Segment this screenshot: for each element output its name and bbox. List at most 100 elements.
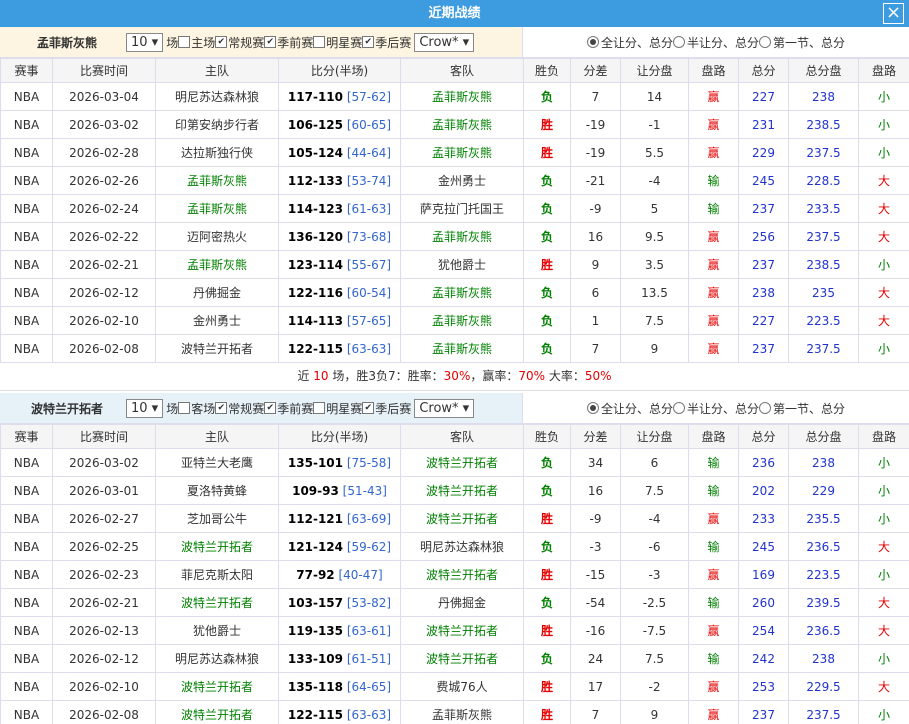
total: 231 <box>738 110 789 139</box>
count-select[interactable]: 10 ▾ <box>126 398 164 418</box>
column-header: 比分(半场) <box>278 424 401 449</box>
filter-checkbox[interactable]: ✔ 季后赛 <box>362 400 411 417</box>
home-team: 明尼苏达森林狼 <box>155 644 279 673</box>
handicap: -3 <box>620 560 689 589</box>
checkbox[interactable]: ✔ <box>362 402 375 414</box>
league: NBA <box>0 82 53 111</box>
half-score: [60-65] <box>346 117 392 132</box>
handicap-result: 赢 <box>688 700 739 724</box>
radio-label: 半让分、总分 <box>686 35 759 50</box>
checkbox[interactable]: ✔ <box>264 36 277 48</box>
checkbox[interactable]: ✔ <box>215 402 228 414</box>
filter-checkbox[interactable]: ✔ 常规赛 <box>215 400 264 417</box>
checkbox-label: 季前赛 <box>277 35 314 50</box>
filter-checkbox[interactable]: 主场 <box>178 34 215 51</box>
radio[interactable] <box>759 402 771 414</box>
away-team: 丹佛掘金 <box>400 588 524 617</box>
score-cell: 114-113 [57-65] <box>278 306 401 335</box>
score: 112-121 <box>287 511 343 526</box>
radio-option[interactable]: 第一节、总分 <box>759 34 845 51</box>
book-select[interactable]: Crow* ▾ <box>414 32 475 52</box>
home-team: 金州勇士 <box>155 306 279 335</box>
handicap-result: 赢 <box>688 306 739 335</box>
handicap-result: 输 <box>688 588 739 617</box>
handicap: -4 <box>620 504 689 533</box>
filter-bar: 波特兰开拓者 10 ▾ 场客场 ✔ 常规赛 ✔ 季前赛 明星赛 ✔ 季后赛 Crow* ▾ 全让分、总… <box>0 393 909 424</box>
filter-checkbox[interactable]: ✔ 季后赛 <box>362 34 411 51</box>
half-score: [61-63] <box>346 201 392 216</box>
radio[interactable] <box>672 36 685 48</box>
count-select[interactable]: 10 ▾ <box>126 32 164 52</box>
checkbox[interactable]: ✔ <box>215 36 228 48</box>
home-team: 波特兰开拓者 <box>155 700 279 724</box>
point-diff: -19 <box>570 110 621 139</box>
home-team: 波特兰开拓者 <box>155 672 279 701</box>
over-under: 大 <box>858 616 909 645</box>
over-under: 小 <box>858 476 909 505</box>
summary-part: 30% <box>443 369 471 383</box>
home-team: 孟菲斯灰熊 <box>155 166 279 195</box>
result: 负 <box>523 334 571 363</box>
radio[interactable] <box>759 36 771 48</box>
home-team: 犹他爵士 <box>155 616 279 645</box>
radio[interactable] <box>586 402 599 414</box>
total-line: 239.5 <box>788 588 859 617</box>
handicap-result: 赢 <box>688 504 739 533</box>
result: 胜 <box>523 110 571 139</box>
filter-checkbox[interactable]: 明星赛 <box>313 400 362 417</box>
count-value: 10 <box>131 400 148 416</box>
checkbox[interactable] <box>178 36 191 48</box>
checkbox[interactable] <box>313 36 326 48</box>
radio-label: 全让分、总分 <box>600 35 673 50</box>
filter-checkbox[interactable]: ✔ 季前赛 <box>264 400 313 417</box>
point-diff: -9 <box>570 194 621 223</box>
handicap: 5 <box>620 194 689 223</box>
checkbox[interactable] <box>313 402 326 414</box>
radio[interactable] <box>672 402 685 414</box>
handicap: 7.5 <box>620 476 689 505</box>
radio-option[interactable]: 全让分、总分 <box>586 400 673 417</box>
count-unit: 场 <box>166 35 179 50</box>
column-header: 客队 <box>400 58 524 83</box>
radio-option[interactable]: 全让分、总分 <box>586 34 673 51</box>
away-team: 金州勇士 <box>400 166 524 195</box>
checkbox[interactable]: ✔ <box>264 402 277 414</box>
date: 2026-02-13 <box>52 616 156 645</box>
radio-option[interactable]: 半让分、总分 <box>672 400 759 417</box>
column-header: 主队 <box>155 424 279 449</box>
match-row: NBA 2026-03-04 明尼苏达森林狼 117-110 [57-62] 孟菲斯灰熊… <box>0 82 909 111</box>
checkbox[interactable] <box>178 402 191 414</box>
book-value: Crow* <box>419 34 459 50</box>
title-bar: 近期战绩 × <box>0 0 909 27</box>
radio-option[interactable]: 半让分、总分 <box>672 34 759 51</box>
match-table: 赛事 比赛时间 主队 比分(半场) 客队 胜负 分差 让分盘 盘路 总分 总分盘 盘路 NBA 2026-… <box>0 58 909 363</box>
checkbox[interactable]: ✔ <box>362 36 375 48</box>
score: 106-125 <box>287 117 343 132</box>
book-select[interactable]: Crow* ▾ <box>414 398 475 418</box>
league: NBA <box>0 644 53 673</box>
result: 胜 <box>523 672 571 701</box>
filter-checkbox[interactable]: 客场 <box>178 400 215 417</box>
filter-checkbox[interactable]: ✔ 季前赛 <box>264 34 313 51</box>
column-header: 比分(半场) <box>278 58 401 83</box>
filter-checkbox[interactable]: ✔ 常规赛 <box>215 34 264 51</box>
column-header: 分差 <box>570 58 621 83</box>
over-under: 小 <box>858 82 909 111</box>
point-diff: 16 <box>570 222 621 251</box>
home-team: 达拉斯独行侠 <box>155 138 279 167</box>
date: 2026-02-27 <box>52 504 156 533</box>
close-button[interactable]: × <box>883 3 904 24</box>
total: 237 <box>738 250 789 279</box>
filter-checkbox[interactable]: 明星赛 <box>313 34 362 51</box>
over-under: 大 <box>858 194 909 223</box>
radio-option[interactable]: 第一节、总分 <box>759 400 845 417</box>
league: NBA <box>0 560 53 589</box>
radio[interactable] <box>586 36 599 48</box>
home-team: 波特兰开拓者 <box>155 532 279 561</box>
point-diff: 16 <box>570 476 621 505</box>
match-row: NBA 2026-02-26 孟菲斯灰熊 112-133 [53-74] 金州勇士负 -2… <box>0 166 909 195</box>
league: NBA <box>0 306 53 335</box>
filter-right: 全让分、总分 半让分、总分 第一节、总分 <box>523 393 909 423</box>
book-value: Crow* <box>419 400 459 416</box>
arrow: ▾ <box>458 400 470 416</box>
